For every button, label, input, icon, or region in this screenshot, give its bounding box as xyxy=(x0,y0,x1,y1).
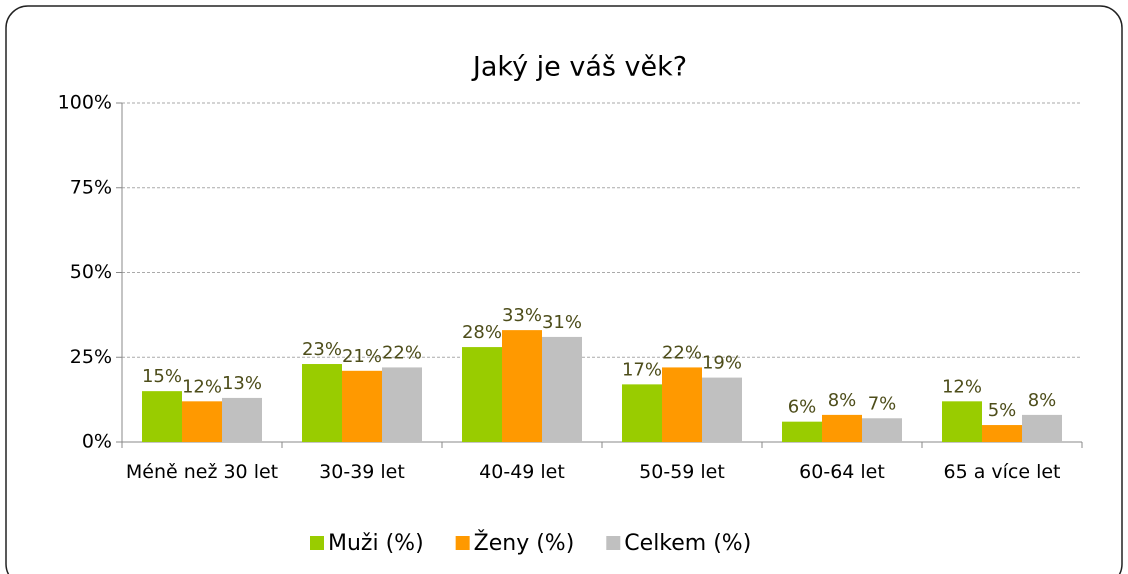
data-label: 31% xyxy=(542,312,582,333)
data-label: 17% xyxy=(622,359,662,380)
x-tick-label: 40-49 let xyxy=(479,461,565,483)
bar xyxy=(702,377,742,442)
chart-frame xyxy=(5,5,1123,574)
legend-swatch xyxy=(606,536,621,550)
chart-title: Jaký je váš věk? xyxy=(471,52,687,83)
y-tick-label: 25% xyxy=(70,346,112,368)
data-label: 28% xyxy=(462,322,502,343)
bar xyxy=(142,391,182,442)
data-label: 5% xyxy=(988,400,1017,421)
bar xyxy=(862,418,902,442)
bar xyxy=(462,347,502,442)
bar xyxy=(182,401,222,442)
x-tick-label: 30-39 let xyxy=(319,461,405,483)
bar xyxy=(942,401,982,442)
x-tick-label: 50-59 let xyxy=(639,461,725,483)
bar xyxy=(1022,414,1062,442)
data-label: 12% xyxy=(182,376,222,397)
data-label: 7% xyxy=(868,393,897,414)
data-label: 22% xyxy=(662,342,702,363)
bar xyxy=(382,367,422,442)
data-label: 8% xyxy=(1028,390,1057,411)
legend-label: Celkem (%) xyxy=(624,531,751,556)
bar xyxy=(982,425,1022,442)
data-label: 21% xyxy=(342,346,382,367)
bar xyxy=(542,336,582,442)
bar xyxy=(302,364,342,442)
data-label: 12% xyxy=(942,376,982,397)
data-label: 6% xyxy=(788,397,817,418)
bar xyxy=(822,414,862,442)
bar xyxy=(662,367,702,442)
x-tick-label: 60-64 let xyxy=(799,461,885,483)
bar xyxy=(502,330,542,442)
data-label: 8% xyxy=(828,390,857,411)
bar xyxy=(782,421,822,442)
legend-label: Ženy (%) xyxy=(474,530,575,556)
bar xyxy=(342,370,382,442)
legend-swatch xyxy=(310,536,324,550)
legend-label: Muži (%) xyxy=(328,531,424,556)
x-tick-label: 65 a více let xyxy=(943,461,1061,483)
bar xyxy=(222,397,262,442)
data-label: 33% xyxy=(502,305,542,326)
data-label: 19% xyxy=(702,353,742,374)
bar xyxy=(622,384,662,442)
data-label: 22% xyxy=(382,342,422,363)
x-tick-label: Méně než 30 let xyxy=(125,461,279,483)
y-tick-label: 100% xyxy=(58,92,112,114)
y-tick-label: 0% xyxy=(82,431,112,453)
y-tick-label: 50% xyxy=(70,261,112,283)
y-tick-label: 75% xyxy=(70,176,112,198)
data-label: 13% xyxy=(222,373,262,394)
legend-swatch xyxy=(455,536,470,550)
data-label: 15% xyxy=(142,366,182,387)
data-label: 23% xyxy=(302,339,342,360)
